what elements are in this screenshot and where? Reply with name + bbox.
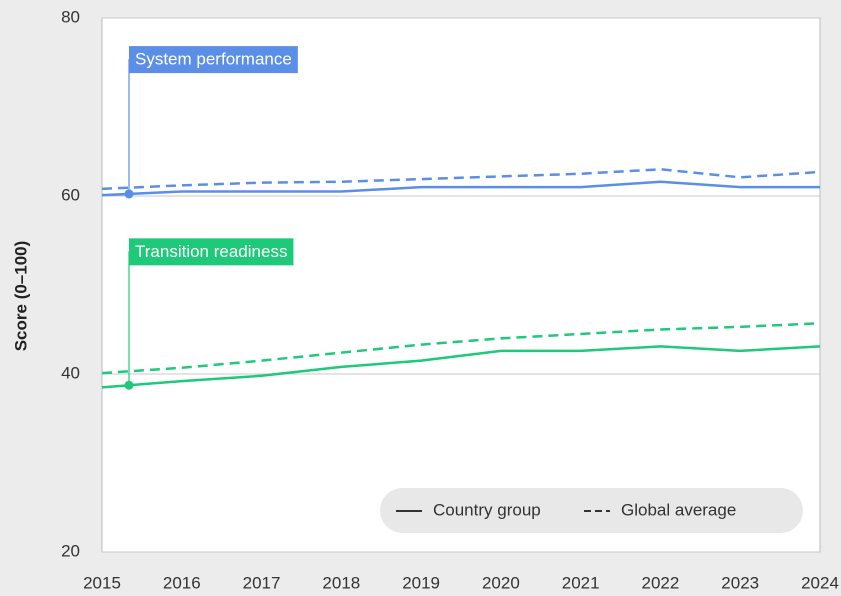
- average-line: [101, 168, 821, 191]
- x-tick-label: 2021: [562, 573, 600, 592]
- legend-box: [380, 488, 803, 533]
- annotation-dot: [124, 189, 134, 199]
- annotation-dot: [124, 380, 134, 390]
- legend-label: Global average: [621, 500, 736, 519]
- x-tick-label: 2019: [402, 573, 440, 592]
- legend-label: Country group: [433, 500, 541, 519]
- annotation-label: Transition readiness: [135, 242, 287, 261]
- country-line: [101, 345, 821, 389]
- x-tick-label: 2017: [243, 573, 281, 592]
- annotation-box: [129, 238, 294, 266]
- annotation-label: System performance: [135, 50, 292, 69]
- average-line: [101, 322, 821, 375]
- y-tick-label: 40: [61, 363, 80, 382]
- x-tick-label: 2023: [721, 573, 759, 592]
- country-line: [101, 180, 820, 197]
- plot-area: [101, 17, 821, 553]
- x-tick-label: 2018: [322, 573, 360, 592]
- x-tick-label: 2020: [482, 573, 520, 592]
- y-tick-label: 20: [61, 541, 80, 560]
- x-tick-label: 2022: [642, 573, 680, 592]
- x-tick-label: 2015: [83, 573, 121, 592]
- x-tick-label: 2024: [801, 573, 839, 592]
- x-tick-label: 2016: [163, 573, 201, 592]
- y-axis-label: Score (0–100): [11, 241, 30, 352]
- y-tick-label: 80: [61, 7, 80, 26]
- annotation-box: [129, 46, 298, 74]
- y-tick-label: 60: [61, 185, 80, 204]
